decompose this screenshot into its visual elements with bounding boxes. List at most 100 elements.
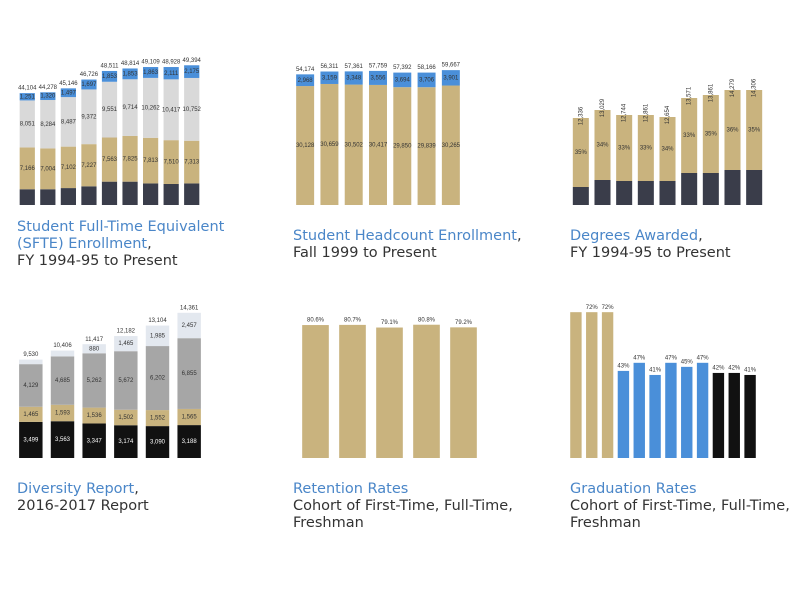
bar-segment [177,338,201,409]
segment-label: 5,262 [87,378,103,384]
segment-label: 3,188 [182,439,198,445]
chart-thumbnail[interactable]: 35% 12,336 34% 13,029 33% 12,744 33% 12,861 34% 1… [570,55,771,205]
bar-segment [40,189,56,205]
bar-segment [50,404,75,422]
segment-label: 6,202 [150,376,166,382]
segment-label: 30,417 [369,143,388,149]
segment-label: 3,901 [443,75,459,81]
segment-label: 7,102 [61,165,77,171]
bar-segment [122,79,138,136]
total-label: 12,861 [643,103,649,122]
total-label: 13,571 [687,86,693,105]
bar-segment [145,325,170,347]
segment-label: 9,372 [81,114,97,120]
chart-thumbnail[interactable]: 72% 72%43%47%41%47%45%47%42% 42% 41% [568,298,764,458]
segment-label: 1,593 [55,411,71,417]
segment-label: 1,552 [150,416,166,422]
tile-link[interactable]: Student Headcount Enrollment [293,228,517,244]
bar [570,312,582,458]
total-label: 13,029 [600,98,606,117]
bar-segment [702,173,719,205]
bar-segment [81,144,97,187]
bar [413,324,440,458]
segment-label: 10,752 [183,107,202,113]
bar-segment [637,115,654,181]
bar-segment [163,183,179,205]
segment-label: 7,563 [102,157,118,163]
segment-label: 7,004 [40,166,56,172]
segment-label: 1,565 [182,415,198,421]
bar-segment [50,350,75,357]
tile-caption: Retention Rates Cohort of First-Time, Ful… [293,481,533,532]
bar-segment [296,74,315,87]
bar-segment [344,84,363,205]
bar-segment [724,170,741,205]
segment-label: 8,051 [20,121,36,127]
segment-label: 35% [575,150,588,156]
total-label: 14,306 [752,78,758,97]
bar-segment [81,186,97,205]
bar-segment [114,409,138,426]
tile-subtitle: 2016-2017 Report [17,498,149,514]
bar-segment [616,181,633,205]
chart-thumbnail[interactable]: 80.6% 80.7% 79.1% 80.8% 79.2% [297,298,488,458]
total-label: 48,928 [162,60,181,66]
total-label: 46,726 [80,72,99,78]
total-label: 14,279 [730,78,736,97]
bar-segment [184,183,200,205]
bar-label: 47% [633,355,646,361]
chart-thumbnail[interactable]: 7,166 8,051 1,251 44,104 7,004 8,284 1,320 44,2… [17,55,208,205]
segment-label: 4,129 [23,383,39,389]
bar [681,366,693,458]
bar-segment [145,426,170,458]
tile-link[interactable]: Degrees Awarded [570,228,699,244]
segment-label: 1,863 [143,70,159,76]
bar-label: 42% [728,366,741,372]
bar-segment [393,87,412,205]
bar-segment [163,67,179,80]
bar-segment [163,79,179,141]
segment-label: 34% [661,147,674,153]
bar-segment [417,72,436,88]
total-label: 57,759 [369,63,388,69]
tile-link[interactable]: Student Full-Time Equivalent (SFTE) Enro… [17,219,225,252]
bar-segment [19,406,43,422]
bar-segment [572,187,589,205]
chart-thumbnail[interactable]: 30,128 2,968 54,174 30,659 3,159 56,311 30,502… [293,55,469,205]
total-label: 10,406 [53,343,72,349]
bar-segment [184,77,200,141]
segment-label: 7,313 [184,160,200,166]
segment-label: 7,510 [164,160,180,166]
bar-segment [177,425,201,458]
tile-link[interactable]: Retention Rates [293,481,409,497]
bar [665,362,677,458]
chart-thumbnail[interactable]: 3,499 1,465 4,129 9,530 3,563 1,593 4,685 10,40… [15,298,211,458]
total-label: 12,182 [117,329,136,335]
segment-label: 7,813 [143,158,159,164]
bar-segment [82,407,106,424]
bar-label: 47% [697,355,710,361]
bar-segment [572,118,589,187]
bar-segment [659,181,676,205]
segment-label: 1,697 [81,82,97,88]
bar-segment [594,110,611,180]
segment-label: 1,465 [118,341,134,347]
total-label: 54,174 [296,67,315,73]
total-label: 44,278 [39,85,58,91]
bar [450,327,477,458]
bar-segment [60,97,76,147]
bar [617,370,630,458]
bar-segment [19,359,43,365]
bar-segment [143,77,159,138]
bar-label: 79.2% [455,320,473,326]
segment-label: 3,694 [395,77,411,83]
segment-label: 30,265 [442,143,461,149]
tile-link[interactable]: Graduation Rates [570,481,697,497]
bar-segment [19,100,35,148]
bar-label: 47% [665,355,678,361]
segment-label: 3,174 [118,439,134,445]
bar [712,372,725,458]
total-label: 13,104 [148,318,167,324]
segment-label: 29,839 [417,144,436,150]
tile-link[interactable]: Diversity Report [17,481,135,497]
